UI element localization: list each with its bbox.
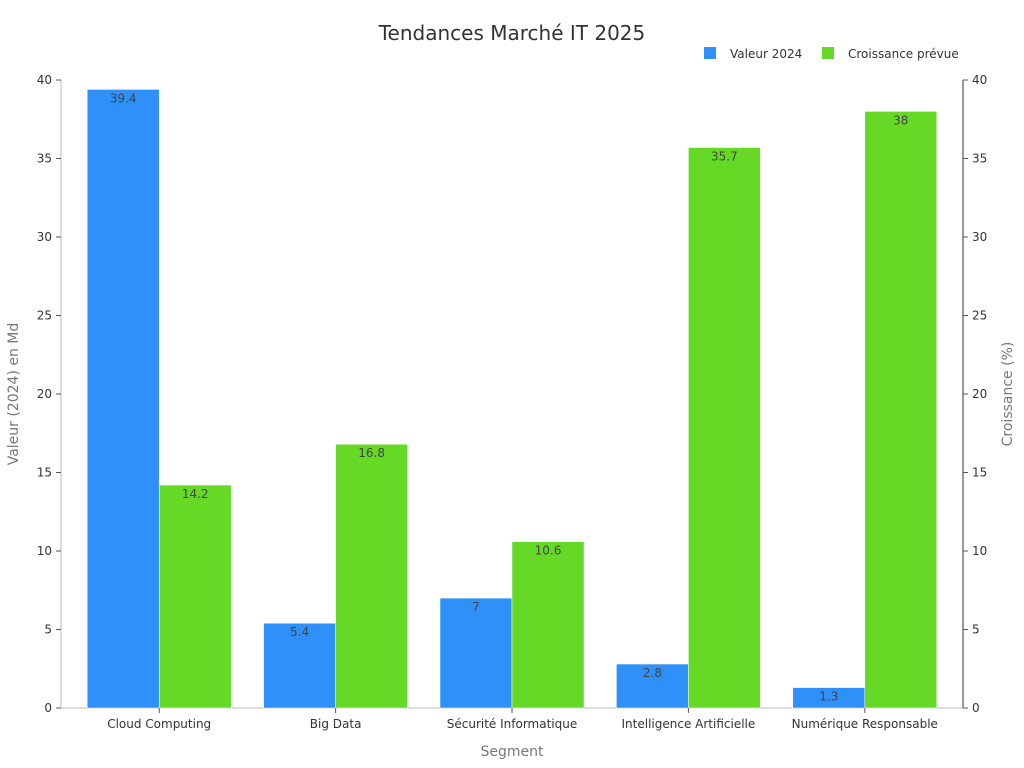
- x-tick-labels: Cloud Computing Big Data Sécurité Informat…: [107, 708, 938, 731]
- bar-croissance: [864, 111, 938, 709]
- data-label: 10.6: [535, 544, 562, 558]
- data-labels: 39.4 14.2 5.4 16.8 7 10.6 2.8 35.7 1.3 38: [110, 91, 909, 703]
- x-axis-title: Segment: [481, 744, 545, 760]
- x-tick-label: Intelligence Artificielle: [622, 717, 756, 731]
- chart-title: Tendances Marché IT 2025: [378, 21, 646, 45]
- bar-croissance: [158, 484, 232, 709]
- data-label: 35.7: [711, 150, 738, 164]
- left-tick-label: 5: [44, 623, 52, 637]
- data-label: 1.3: [819, 690, 838, 704]
- legend-swatch-croissance: [822, 47, 834, 59]
- right-y-axis-title: Croissance (%): [1000, 342, 1016, 447]
- right-tick-label: 35: [972, 152, 987, 166]
- x-tick-label: Big Data: [310, 717, 362, 731]
- right-tick-label: 15: [972, 466, 987, 480]
- left-y-axis: 0 5 10 15 20 25 30 35 40: [37, 73, 62, 715]
- data-label: 16.8: [358, 446, 385, 460]
- legend-label-croissance: Croissance prévue: [848, 47, 959, 61]
- right-tick-label: 20: [972, 387, 987, 401]
- left-tick-label: 40: [37, 73, 52, 87]
- left-tick-label: 0: [44, 701, 52, 715]
- legend-label-valeur: Valeur 2024: [730, 47, 802, 61]
- data-label: 2.8: [643, 666, 662, 680]
- left-tick-label: 30: [37, 230, 52, 244]
- left-tick-label: 35: [37, 152, 52, 166]
- right-tick-label: 40: [972, 73, 987, 87]
- bar-croissance: [688, 147, 761, 709]
- left-tick-label: 15: [37, 466, 52, 480]
- bar-valeur: [439, 597, 513, 709]
- left-y-axis-title: Valeur (2024) en Md: [6, 323, 22, 466]
- left-tick-label: 25: [37, 309, 52, 323]
- right-tick-label: 0: [972, 701, 980, 715]
- x-tick-label: Numérique Responsable: [792, 717, 938, 731]
- data-label: 7: [472, 600, 480, 614]
- bar-croissance: [335, 443, 408, 709]
- data-label: 14.2: [182, 487, 209, 501]
- bar-valeur: [86, 89, 160, 709]
- right-tick-label: 5: [972, 623, 980, 637]
- legend-swatch-valeur: [704, 47, 716, 59]
- left-tick-label: 20: [37, 387, 52, 401]
- bar-croissance: [511, 541, 585, 709]
- data-label: 39.4: [110, 91, 137, 105]
- data-label: 38: [893, 113, 908, 127]
- right-tick-label: 25: [972, 309, 987, 323]
- left-tick-label: 10: [37, 544, 52, 558]
- x-tick-label: Cloud Computing: [107, 717, 211, 731]
- x-tick-label: Sécurité Informatique: [447, 717, 578, 731]
- right-tick-label: 10: [972, 544, 987, 558]
- data-label: 5.4: [290, 625, 309, 639]
- bars: [86, 89, 938, 709]
- right-tick-label: 30: [972, 230, 987, 244]
- legend: Valeur 2024 Croissance prévue: [704, 47, 959, 61]
- right-y-axis: 0 5 10 15 20 25 30 35 40: [962, 73, 987, 715]
